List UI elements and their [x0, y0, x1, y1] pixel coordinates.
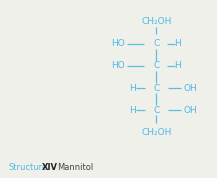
- Text: CH₂OH: CH₂OH: [141, 17, 171, 26]
- Text: OH: OH: [183, 84, 197, 93]
- Text: H: H: [129, 84, 136, 93]
- Text: HO: HO: [111, 39, 125, 48]
- Text: H: H: [174, 61, 181, 70]
- Text: XIV: XIV: [42, 163, 58, 172]
- Text: H: H: [174, 39, 181, 48]
- Text: OH: OH: [183, 106, 197, 115]
- Text: CH₂OH: CH₂OH: [141, 128, 171, 137]
- Text: H: H: [129, 106, 136, 115]
- Text: C: C: [153, 39, 159, 48]
- Text: Mannitol: Mannitol: [58, 163, 94, 172]
- Text: C: C: [153, 84, 159, 93]
- Text: Structure: Structure: [9, 163, 48, 172]
- Text: C: C: [153, 61, 159, 70]
- Text: HO: HO: [111, 61, 125, 70]
- Text: C: C: [153, 106, 159, 115]
